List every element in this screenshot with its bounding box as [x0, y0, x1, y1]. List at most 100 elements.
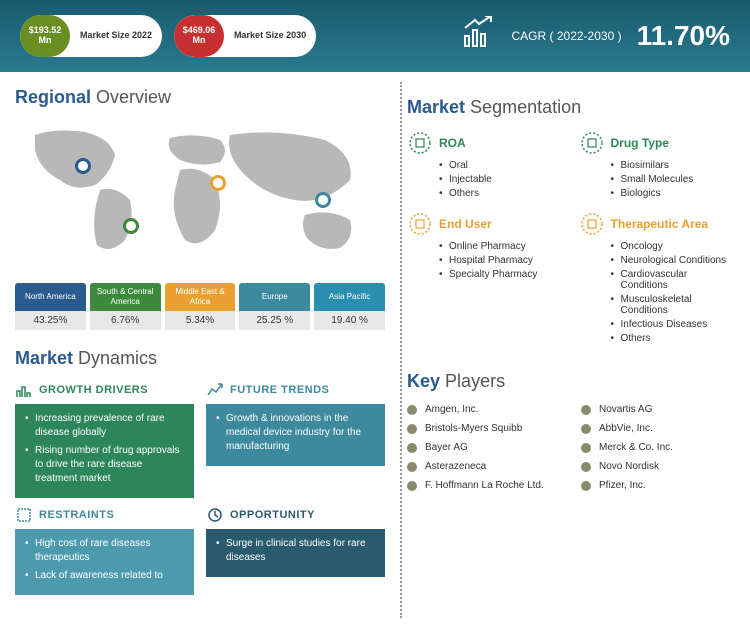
bullet-icon — [581, 462, 591, 472]
key-player-item: F. Hoffmann La Roche Ltd. — [407, 480, 561, 491]
segment-item: Infectious Diseases — [611, 319, 736, 330]
key-player-name: Novartis AG — [599, 404, 652, 415]
regional-title-bold: Regional — [15, 87, 91, 107]
segmentation-col-2: Drug Type Biosimilars Small Molecules Biolo… — [579, 130, 736, 356]
segment-item: Biosimilars — [611, 160, 736, 171]
future-trends-block: FUTURE TRENDS Growth & innovations in th… — [206, 381, 385, 498]
region-value: 5.34% — [165, 311, 236, 330]
region-value: 19.40 % — [314, 311, 385, 330]
future-trends-header: FUTURE TRENDS — [206, 381, 385, 399]
segmentation-group: End User Online PharmacyHospital Pharmacy… — [407, 211, 564, 280]
regional-title-light: Overview — [96, 87, 171, 107]
segment-list: Biosimilars Small Molecules Biologics — [579, 160, 736, 199]
key-players-title-light: Players — [445, 371, 505, 391]
segment-icon — [579, 130, 605, 156]
region-name: Europe — [239, 283, 310, 311]
segment-item: Injectable — [439, 174, 564, 185]
restraints-icon — [15, 506, 33, 524]
restraints-header-text: RESTRAINTS — [39, 509, 114, 521]
segment-icon — [407, 211, 433, 237]
opportunity-header: OPPORTUNITY — [206, 506, 385, 524]
region-tabs: North America43.25%South & Central Ameri… — [15, 283, 385, 330]
market-size-2030-pill: $469.06 Mn Market Size 2030 — [174, 15, 316, 57]
segment-title: Therapeutic Area — [611, 217, 709, 231]
growth-header-text: GROWTH DRIVERS — [39, 384, 148, 396]
segmentation-col-1: ROAOralInjectableOthersEnd UserOnline Ph… — [407, 130, 564, 356]
segmentation-title-bold: Market — [407, 97, 465, 117]
dynamics-item: High cost of rare diseases therapeutics — [25, 537, 184, 565]
key-players-col-1: Amgen, Inc. Bristols-Myers Squibb Bayer AG… — [407, 404, 561, 499]
left-column: Regional Overview North America43.25%Sou… — [0, 72, 400, 628]
dynamics-title-light: Dynamics — [78, 348, 157, 368]
world-map — [15, 120, 385, 275]
key-player-name: Asterazeneca — [425, 461, 486, 472]
map-pin — [210, 175, 226, 191]
dynamics-item: Surge in clinical studies for rare disea… — [216, 537, 375, 565]
segment-item: Others — [611, 333, 736, 344]
map-pin — [75, 158, 91, 174]
cagr-value: 11.70% — [637, 20, 730, 52]
growth-content: Increasing prevalence of rare disease gl… — [15, 404, 194, 498]
key-player-item: Asterazeneca — [407, 461, 561, 472]
segment-item: Biologics — [611, 188, 736, 199]
key-players-title-bold: Key — [407, 371, 440, 391]
key-player-item: Bristols-Myers Squibb — [407, 423, 561, 434]
segmentation-group: Drug Type Biosimilars Small Molecules Biolo… — [579, 130, 736, 199]
dynamics-title-bold: Market — [15, 348, 73, 368]
pill-2022-unit: Mn — [39, 36, 52, 46]
region-name: North America — [15, 283, 86, 311]
key-player-name: Novo Nordisk — [599, 461, 659, 472]
region-tab: North America43.25% — [15, 283, 86, 330]
key-player-name: Bristols-Myers Squibb — [425, 423, 522, 434]
key-player-item: Amgen, Inc. — [407, 404, 561, 415]
segment-title: Drug Type — [611, 136, 669, 150]
main-content: Regional Overview North America43.25%Sou… — [0, 72, 750, 628]
bullet-icon — [581, 405, 591, 415]
key-player-name: Merck & Co. Inc. — [599, 442, 673, 453]
region-name: Asia Pacific — [314, 283, 385, 311]
region-tab: South & Central America6.76% — [90, 283, 161, 330]
segment-item: Cardiovascular Conditions — [611, 269, 736, 291]
growth-chart-icon — [461, 16, 497, 57]
pill-2030-unit: Mn — [193, 36, 206, 46]
dynamics-grid: GROWTH DRIVERS Increasing prevalence of … — [15, 381, 385, 595]
dynamics-item: Lack of awareness related to — [25, 569, 184, 583]
bullet-icon — [407, 405, 417, 415]
dynamics-item: Rising number of drug approvals to drive… — [25, 444, 184, 486]
segmentation-title: Market Segmentation — [407, 97, 735, 118]
pill-2022-label: Market Size 2022 — [70, 31, 162, 41]
market-size-2022-pill: $193.52 Mn Market Size 2022 — [20, 15, 162, 57]
segment-item: Small Molecules — [611, 174, 736, 185]
segment-list: Online PharmacyHospital PharmacySpecialt… — [407, 241, 564, 280]
dynamics-item: Increasing prevalence of rare disease gl… — [25, 412, 184, 440]
map-pin — [315, 192, 331, 208]
segment-list: OncologyNeurological ConditionsCardiovas… — [579, 241, 736, 344]
bullet-icon — [407, 424, 417, 434]
trends-icon — [206, 381, 224, 399]
bullet-icon — [581, 424, 591, 434]
region-tab: Middle East & Africa5.34% — [165, 283, 236, 330]
segment-item: Hospital Pharmacy — [439, 255, 564, 266]
region-value: 43.25% — [15, 311, 86, 330]
header-bar: $193.52 Mn Market Size 2022 $469.06 Mn M… — [0, 0, 750, 72]
region-tab: Asia Pacific19.40 % — [314, 283, 385, 330]
region-value: 25.25 % — [239, 311, 310, 330]
segment-item: Oncology — [611, 241, 736, 252]
key-player-item: Bayer AG — [407, 442, 561, 453]
opportunity-icon — [206, 506, 224, 524]
future-header-text: FUTURE TRENDS — [230, 384, 329, 396]
key-player-item: Novartis AG — [581, 404, 735, 415]
bullet-icon — [407, 443, 417, 453]
cagr-label: CAGR ( 2022-2030 ) — [512, 29, 622, 43]
pill-2030-value: $469.06 Mn — [174, 15, 224, 57]
segmentation-group: Therapeutic Area OncologyNeurological Con… — [579, 211, 736, 344]
regional-title: Regional Overview — [15, 87, 385, 108]
segment-title: ROA — [439, 136, 466, 150]
key-player-item: AbbVie, Inc. — [581, 423, 735, 434]
opportunity-header-text: OPPORTUNITY — [230, 509, 315, 521]
segment-title: End User — [439, 217, 492, 231]
key-player-name: Amgen, Inc. — [425, 404, 478, 415]
opportunity-block: OPPORTUNITY Surge in clinical studies fo… — [206, 506, 385, 595]
key-players-col-2: Novartis AG AbbVie, Inc. Merck & Co. Inc. N… — [581, 404, 735, 499]
key-player-name: F. Hoffmann La Roche Ltd. — [425, 480, 544, 491]
